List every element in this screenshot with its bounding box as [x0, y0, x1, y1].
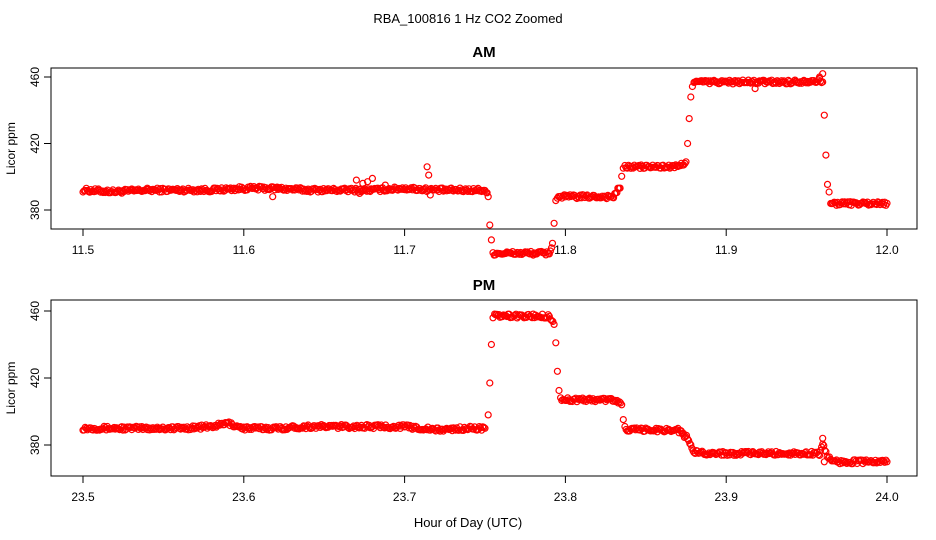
pm-data-point — [867, 457, 875, 465]
pm-x-tick-label: 23.5 — [71, 490, 95, 504]
pm-x-tick-label: 23.6 — [232, 490, 256, 504]
am-data-point — [381, 181, 389, 189]
am-data-point — [819, 70, 827, 78]
pm-data-point — [480, 423, 488, 431]
am-plot-frame — [50, 67, 918, 230]
am-data-point — [423, 163, 431, 171]
am-data-point — [352, 176, 360, 184]
pm-data-point — [550, 320, 558, 328]
pm-data-point — [553, 367, 562, 375]
am-data-point — [681, 159, 689, 167]
am-x-tick-label: 11.6 — [233, 243, 256, 257]
am-x-tick-label: 12.0 — [875, 243, 899, 257]
pm-x-tick-label: 23.7 — [393, 490, 417, 504]
pm-data-point — [487, 340, 495, 349]
pm-data-point — [821, 446, 829, 454]
am-data-point — [687, 93, 695, 101]
am-y-tick-label: 380 — [28, 200, 42, 220]
pm-data-point — [618, 401, 626, 409]
am-data-point — [822, 151, 830, 159]
pm-data-point — [552, 339, 560, 347]
pm-y-axis-label: Licor ppm — [4, 362, 18, 415]
am-data-point — [356, 189, 364, 197]
am-data-point — [484, 193, 492, 201]
am-data-point — [616, 184, 624, 192]
pm-data-point — [819, 434, 827, 442]
am-data-point — [269, 193, 277, 201]
am-data-point — [883, 199, 891, 207]
am-x-tick-label: 11.5 — [72, 243, 95, 257]
pm-y-tick-label: 420 — [28, 368, 42, 388]
am-data-point — [819, 78, 827, 86]
pm-data-point — [486, 379, 494, 387]
am-data-point — [618, 172, 626, 180]
am-data-point — [546, 247, 555, 255]
pm-data-point — [484, 411, 492, 419]
pm-data-point — [687, 441, 695, 449]
am-data-point — [364, 178, 372, 186]
am-data-point — [368, 174, 376, 182]
am-data-point — [547, 244, 556, 252]
am-data-point — [487, 236, 495, 244]
pm-x-tick-label: 23.9 — [715, 490, 739, 504]
pm-panel: PM Licor ppm 23.5 23.6 23.7 23.8 23.9 24.0 38… — [4, 277, 918, 504]
pm-data-point — [614, 399, 622, 407]
am-data-point — [685, 114, 693, 123]
pm-data-point — [619, 416, 627, 424]
am-data-point — [359, 179, 367, 187]
pm-y-tick-label: 460 — [28, 301, 42, 321]
am-x-tick-label: 11.9 — [715, 243, 738, 257]
am-panel: AM Licor ppm 11.5 11.6 11.7 11.8 11.9 12.0 38… — [4, 44, 918, 259]
pm-x-axis: 23.5 23.6 23.7 23.8 23.9 24.0 — [71, 475, 899, 504]
pm-data-point — [882, 456, 890, 464]
am-data-point — [352, 184, 360, 192]
am-data-point — [590, 191, 598, 200]
pm-y-axis: 380 420 460 — [28, 301, 52, 455]
am-data-point — [682, 158, 690, 166]
figure-title: RBA_100816 1 Hz CO2 Zoomed — [373, 11, 562, 26]
am-data-point — [425, 171, 433, 179]
pm-data-point — [814, 451, 823, 459]
am-data-point — [751, 84, 759, 93]
am-data-point — [486, 221, 494, 229]
am-y-tick-label: 460 — [28, 67, 42, 87]
am-data-point — [820, 111, 828, 119]
am-x-axis: 11.5 11.6 11.7 11.8 11.9 12.0 — [72, 228, 899, 257]
pm-data-point — [820, 441, 828, 450]
pm-panel-title: PM — [473, 277, 496, 294]
am-y-axis: 380 420 460 — [28, 67, 52, 220]
pm-data-point — [481, 424, 489, 432]
pm-y-tick-label: 380 — [28, 435, 42, 455]
am-data-point — [825, 188, 833, 196]
pm-data-point — [555, 386, 563, 395]
pm-data-points — [79, 310, 891, 468]
am-x-tick-label: 11.8 — [554, 243, 577, 257]
pm-plot-frame — [50, 299, 918, 477]
pm-data-point — [883, 458, 891, 466]
am-panel-title: AM — [472, 44, 495, 61]
am-x-tick-label: 11.7 — [393, 243, 416, 257]
pm-x-tick-label: 23.8 — [554, 490, 578, 504]
pm-data-point — [822, 448, 830, 456]
am-data-point — [426, 191, 434, 199]
am-data-point — [683, 139, 692, 148]
am-data-points — [79, 70, 891, 259]
pm-data-point — [820, 458, 828, 466]
x-axis-label: Hour of Day (UTC) — [414, 515, 522, 530]
am-y-axis-label: Licor ppm — [4, 122, 18, 175]
am-data-point — [823, 180, 832, 188]
pm-data-point — [455, 426, 463, 434]
am-data-point — [548, 239, 557, 247]
am-data-point — [483, 189, 491, 197]
pm-data-point — [815, 451, 824, 459]
am-y-tick-label: 420 — [28, 133, 42, 153]
pm-x-tick-label: 24.0 — [875, 490, 899, 504]
am-data-point — [550, 219, 558, 227]
